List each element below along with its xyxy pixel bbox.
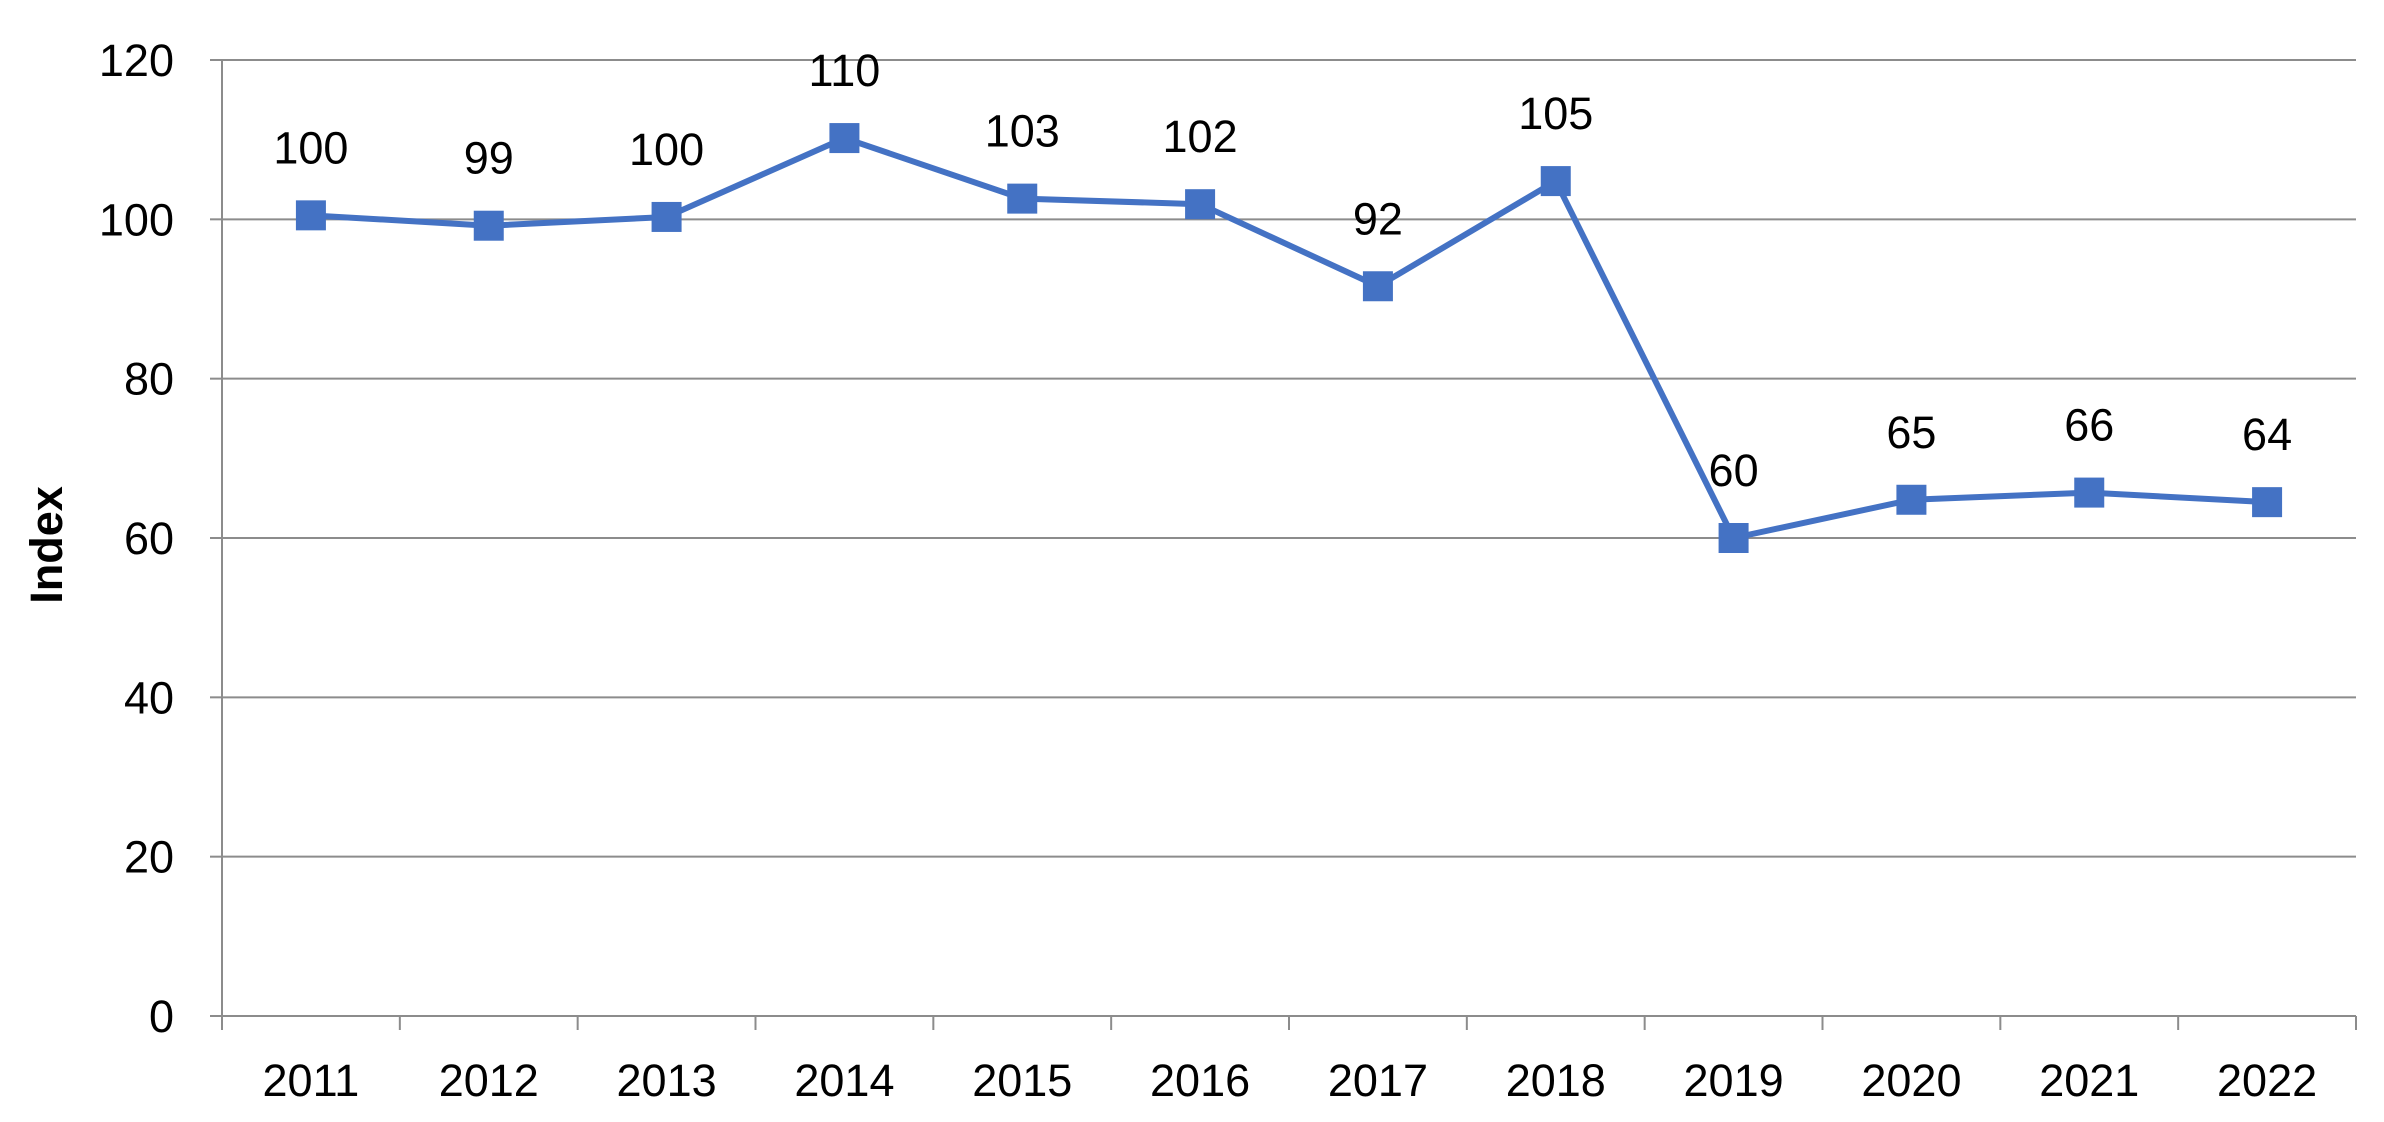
gridlines [222, 59, 2356, 858]
data-point-2014 [829, 123, 860, 154]
y-tick-label: 20 [124, 832, 174, 883]
data-label-2015: 103 [985, 106, 1060, 157]
x-tick-label-2017: 2017 [1328, 1055, 1428, 1106]
data-point-2021 [2074, 477, 2105, 508]
x-tick-label-2019: 2019 [1684, 1055, 1784, 1106]
x-tick-label-2020: 2020 [1861, 1055, 1961, 1106]
data-point-2020 [1896, 484, 1927, 515]
data-label-2013: 100 [629, 124, 704, 175]
y-tick-label: 120 [99, 35, 174, 86]
data-label-2021: 66 [2064, 400, 2114, 451]
data-point-2018 [1540, 166, 1571, 197]
y-tick-label: 100 [99, 194, 174, 245]
y-axis-tick-labels: 0 20 40 60 80 100 120 [99, 35, 174, 1042]
data-point-2022 [2252, 487, 2283, 518]
series-line [310, 135, 2268, 541]
x-tick-label-2021: 2021 [2039, 1055, 2139, 1106]
data-point-2012 [473, 210, 504, 241]
x-tick-label-2012: 2012 [439, 1055, 539, 1106]
data-label-2011: 100 [273, 122, 348, 173]
x-tick-label-2013: 2013 [617, 1055, 717, 1106]
data-point-2013 [651, 201, 682, 232]
data-label-2022: 64 [2242, 409, 2292, 460]
data-label-2017: 92 [1353, 193, 1403, 244]
x-tick-label-2018: 2018 [1506, 1055, 1606, 1106]
data-label-2019: 60 [1709, 445, 1759, 496]
data-labels: 100 99 100 110 103 102 92 105 60 65 66 64 [273, 45, 2292, 496]
data-point-2017 [1362, 271, 1393, 302]
y-tick-label: 40 [124, 672, 174, 723]
x-tick-label-2016: 2016 [1150, 1055, 1250, 1106]
data-point-2011 [295, 200, 326, 231]
data-label-2018: 105 [1518, 88, 1593, 139]
y-axis-title: Index [21, 486, 72, 604]
axes [210, 59, 2357, 1030]
data-point-2019 [1718, 523, 1749, 553]
x-axis-tick-labels: 2011 2012 2013 2014 2015 2016 2017 2018 2019 2020… [263, 1055, 2318, 1106]
series-group [295, 123, 2283, 553]
x-tick-label-2015: 2015 [972, 1055, 1072, 1106]
data-label-2016: 102 [1163, 111, 1238, 162]
x-tick-label-2011: 2011 [263, 1055, 360, 1106]
data-point-2015 [1007, 183, 1038, 214]
y-tick-label: 60 [124, 513, 174, 564]
y-tick-label: 0 [149, 991, 174, 1042]
x-tick-label-2014: 2014 [794, 1055, 894, 1106]
data-label-2014: 110 [809, 45, 881, 96]
x-tick-label-2022: 2022 [2217, 1055, 2317, 1106]
y-tick-label: 80 [124, 354, 174, 405]
data-label-2012: 99 [464, 133, 514, 184]
data-label-2020: 65 [1886, 407, 1936, 458]
data-point-2016 [1185, 189, 1216, 220]
